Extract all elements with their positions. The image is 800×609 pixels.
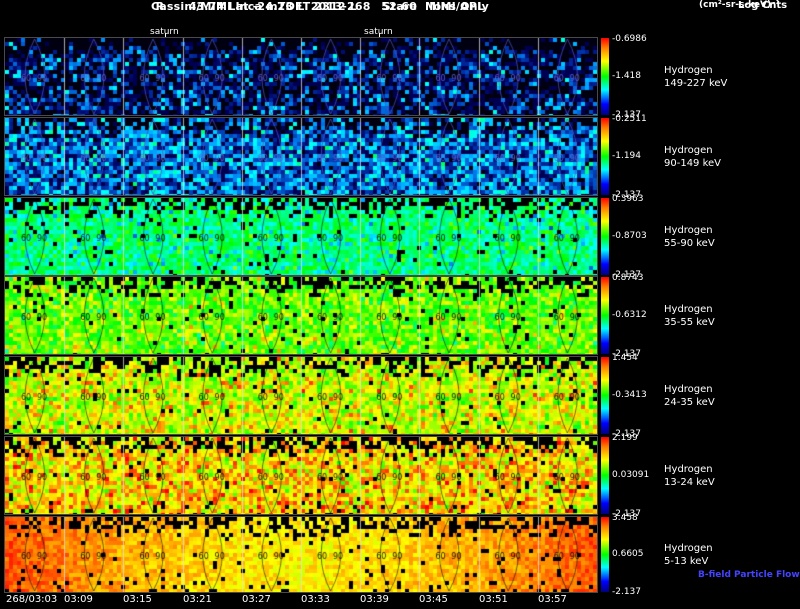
colorbar-mid-label: 0.03091 — [612, 470, 649, 480]
colorbar — [601, 437, 609, 514]
energy-band-label: Hydrogen 90-149 keV — [664, 144, 721, 170]
spectrogram-canvas — [5, 517, 597, 592]
time-tick-label: 03:57 — [538, 594, 567, 605]
energy-band-label: Hydrogen 5-13 keV — [664, 542, 713, 568]
species-label: Hydrogen — [664, 144, 721, 157]
energy-range-label: 5-13 keV — [664, 555, 713, 568]
spectrogram-row: -0.2511 -1.194 -2.137 Hydrogen 90-149 ke… — [0, 118, 800, 195]
cassini-mimi-inca-plot: Cassini/MIMI Inca mTOF 2013-268 Stare Io… — [0, 0, 800, 609]
species-label: Hydrogen — [664, 64, 727, 77]
colorbar — [601, 517, 609, 592]
colorbar-mid-label: -0.3413 — [612, 390, 647, 400]
time-tick-label: 268/03:03 — [6, 594, 57, 605]
species-label: Hydrogen — [664, 463, 715, 476]
spectrogram-row: 1.454 -0.3413 -2.137 Hydrogen 24-35 keV — [0, 357, 800, 434]
plot-subtitle: R 43.74 Lat -24.23 LT 2312 L 52.60 MIMI/… — [0, 0, 640, 13]
energy-range-label: 55-90 keV — [664, 237, 715, 250]
spectrogram-canvas — [5, 357, 597, 434]
colorbar — [601, 357, 609, 434]
colorbar-max-label: -0.2511 — [612, 114, 647, 124]
colorbar — [601, 118, 609, 195]
energy-band-label: Hydrogen 13-24 keV — [664, 463, 715, 489]
colorbar — [601, 198, 609, 275]
species-label: Hydrogen — [664, 542, 713, 555]
energy-band-label: Hydrogen 149-227 keV — [664, 64, 727, 90]
energy-band-label: Hydrogen 35-55 keV — [664, 303, 715, 329]
spectrogram-row: 3.458 0.6605 -2.137 Hydrogen 5-13 keV — [0, 517, 800, 592]
spectrogram-row: 0.8743 -0.6312 -2.137 Hydrogen 35-55 keV — [0, 277, 800, 354]
energy-range-label: 35-55 keV — [664, 316, 715, 329]
time-tick-label: 03:33 — [301, 594, 330, 605]
time-axis: 268/03:03 03:09 03:15 03:21 03:27 03:33 03:39 0… — [0, 594, 800, 609]
colorbar-mid-label: 0.6605 — [612, 549, 644, 559]
colorbar-mid-label: -0.6312 — [612, 310, 647, 320]
energy-range-label: 24-35 keV — [664, 396, 715, 409]
colorbar-max-label: 0.3963 — [612, 194, 644, 204]
species-label: Hydrogen — [664, 303, 715, 316]
time-tick-label: 03:27 — [242, 594, 271, 605]
colorbar-mid-label: -1.418 — [612, 71, 641, 81]
colorbar-max-label: 1.454 — [612, 353, 638, 363]
bfield-flow-label: B-field Particle Flow — [698, 570, 800, 580]
energy-range-label: 13-24 keV — [664, 476, 715, 489]
spectrogram-canvas — [5, 437, 597, 514]
time-tick-label: 03:51 — [479, 594, 508, 605]
time-tick-label: 03:21 — [183, 594, 212, 605]
colorbar — [601, 38, 609, 115]
energy-band-label: Hydrogen 55-90 keV — [664, 224, 715, 250]
spectrogram-canvas — [5, 118, 597, 195]
colorbar-max-label: 2.199 — [612, 433, 638, 443]
spectrogram-canvas — [5, 38, 597, 115]
energy-band-label: Hydrogen 24-35 keV — [664, 383, 715, 409]
colorbar-units: (cm²-sr-s-keV)⁻¹ — [699, 0, 780, 10]
spectrogram-canvas — [5, 277, 597, 354]
colorbar-mid-label: -1.194 — [612, 151, 641, 161]
colorbar-max-label: -0.6986 — [612, 34, 647, 44]
time-tick-label: 03:39 — [360, 594, 389, 605]
time-tick-label: 03:15 — [123, 594, 152, 605]
colorbar-mid-label: -0.8703 — [612, 231, 647, 241]
colorbar-max-label: 3.458 — [612, 513, 638, 523]
species-label: Hydrogen — [664, 224, 715, 237]
colorbar-max-label: 0.8743 — [612, 273, 644, 283]
spectrogram-row: -0.6986 -1.418 -2.137 Hydrogen 149-227 k… — [0, 38, 800, 115]
time-tick-label: 03:45 — [419, 594, 448, 605]
time-tick-label: 03:09 — [64, 594, 93, 605]
spectrogram-row: 0.3963 -0.8703 -2.137 Hydrogen 55-90 keV — [0, 198, 800, 275]
spectrogram-row: 2.199 0.03091 -2.137 Hydrogen 13-24 keV — [0, 437, 800, 514]
energy-range-label: 90-149 keV — [664, 157, 721, 170]
colorbar — [601, 277, 609, 354]
energy-range-label: 149-227 keV — [664, 77, 727, 90]
species-label: Hydrogen — [664, 383, 715, 396]
spectrogram-canvas — [5, 198, 597, 275]
